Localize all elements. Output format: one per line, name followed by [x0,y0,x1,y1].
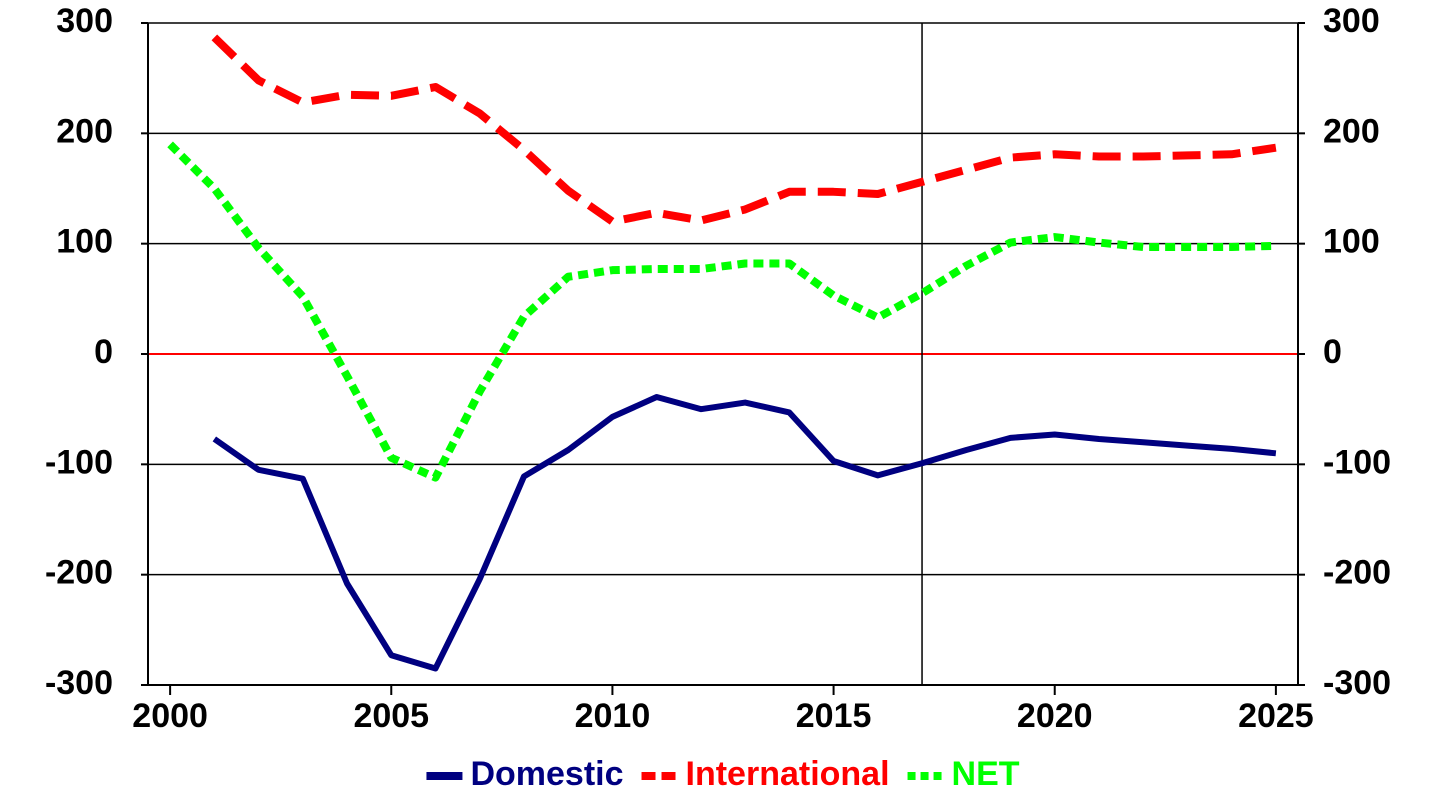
x-tick-label: 2010 [575,697,651,735]
legend: Domestic International NET [426,755,1020,793]
x-tick-label: 2015 [796,697,872,735]
x-tick-label: 2025 [1238,697,1314,735]
y2-tick-label: -100 [1323,443,1391,481]
y2-tick-label: 0 [1323,333,1342,371]
x-tick-label: 2005 [353,697,429,735]
y2-tick-label: 300 [1323,2,1380,40]
y-tick-label: 300 [56,2,113,40]
y2-tick-label: -200 [1323,554,1391,592]
x-tick-label: 2000 [132,697,208,735]
x-tick-label: 2020 [1017,697,1093,735]
y2-tick-label: 200 [1323,112,1380,150]
y2-tick-label: -300 [1323,664,1391,702]
legend-label: NET [952,755,1020,793]
y-tick-label: 200 [56,112,113,150]
legend-label: Domestic [470,755,623,793]
series-line [167,141,1276,482]
legend-label: International [686,755,890,793]
y2-tick-label: 100 [1323,223,1380,261]
series-line [211,34,1277,226]
y-tick-label: 100 [56,223,113,261]
y-tick-label: -100 [45,443,113,481]
y-tick-label: -200 [45,554,113,592]
y-tick-label: 0 [94,333,113,371]
y-tick-label: -300 [45,664,113,702]
series-line [212,394,1277,672]
